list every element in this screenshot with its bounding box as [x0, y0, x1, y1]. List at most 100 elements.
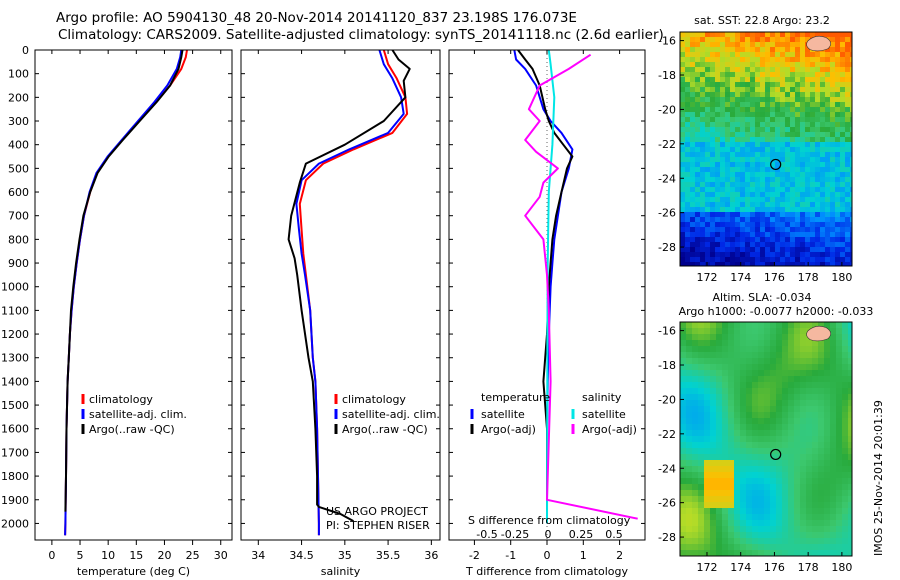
y-tick-label: 1700: [1, 446, 29, 459]
map-frame: [679, 31, 853, 267]
island-land: [806, 325, 831, 342]
y-tick-label: 0: [22, 44, 29, 57]
annotation-pi: PI: STEPHEN RISER: [326, 519, 430, 532]
map-y-tick-label: -18: [658, 359, 676, 372]
sst-map-field: [680, 32, 852, 266]
x-axis-label: salinity: [321, 565, 361, 578]
map-frame: [679, 321, 853, 557]
figure-title-line1: Argo profile: AO 5904130_48 20-Nov-2014 …: [56, 10, 577, 26]
x-tick-label: 35: [338, 549, 352, 562]
y-tick-label: 100: [8, 68, 29, 81]
legend-label: satellite-adj. clim.: [342, 408, 440, 421]
x-axis-label: temperature (deg C): [77, 565, 190, 578]
y-tick-label: 300: [8, 115, 29, 128]
x-tick-label: 15: [129, 549, 143, 562]
map-y-tick-label: -24: [658, 462, 676, 475]
map-x-tick-label: 174: [730, 561, 751, 574]
y-tick-label: 600: [8, 186, 29, 199]
top-axis-tick-label: 0.5: [605, 528, 623, 541]
x-tick-label: 25: [186, 549, 200, 562]
x-tick-label: 0: [48, 549, 55, 562]
map-x-tick-label: 176: [764, 271, 785, 284]
map-y-tick-label: -22: [658, 138, 676, 151]
map-x-tick-label: 178: [798, 561, 819, 574]
map-y-tick-label: -26: [658, 207, 676, 220]
y-tick-label: 500: [8, 162, 29, 175]
series-line-0-0: [64, 50, 188, 536]
argo-float-marker: [770, 448, 782, 461]
x-tick-label: 10: [101, 549, 115, 562]
sla-map-title: Altim. SLA: -0.034: [712, 291, 811, 304]
legend-label: Argo(-adj): [582, 423, 637, 436]
legend-title-salinity: salinity: [582, 391, 622, 404]
y-tick-label: 400: [8, 139, 29, 152]
series-line-1-1: [295, 50, 405, 536]
map-y-tick-label: -26: [658, 497, 676, 510]
map-x-tick-label: 178: [798, 271, 819, 284]
map-y-tick-label: -16: [658, 35, 676, 48]
y-tick-label: 1900: [1, 494, 29, 507]
top-axis-tick-label: 0: [545, 528, 552, 541]
legend-title-temperature: temperature: [481, 391, 550, 404]
legend-label: satellite: [481, 408, 525, 421]
temperature-profile-series: [64, 50, 188, 536]
x-tick-label: 5: [77, 549, 84, 562]
x-tick-label: 0: [544, 549, 551, 562]
x-tick-label: -2: [469, 549, 480, 562]
y-tick-label: 800: [8, 233, 29, 246]
legend-label: Argo(..raw -QC): [89, 423, 175, 436]
sst-map: 172 174 176 178 180 -16 -18 -20 -22 -24 -26 -28: [658, 31, 853, 284]
x-axis-label: T difference from climatology: [465, 565, 628, 578]
x-tick-label: 20: [157, 549, 171, 562]
sla-map-subtitle: Argo h1000: -0.0077 h2000: -0.033: [679, 305, 874, 318]
y-tick-label: 900: [8, 257, 29, 270]
panel-frame: [34, 49, 233, 541]
series-line-1-2: [287, 50, 411, 522]
series-line-0-1: [64, 50, 183, 536]
temperature-profile: 0100200300400500600700800900100011001200…: [1, 44, 233, 578]
map-y-tick-label: -22: [658, 428, 676, 441]
series-line-2-1: [517, 50, 574, 512]
legend-label: climatology: [89, 393, 153, 406]
x-tick-label: 36: [424, 549, 438, 562]
y-tick-label: 1000: [1, 281, 29, 294]
map-y-tick-label: -20: [658, 393, 676, 406]
difference-profile-series: [513, 50, 638, 524]
legend-label: satellite: [582, 408, 626, 421]
map-x-tick-label: 172: [696, 271, 717, 284]
y-tick-label: 1300: [1, 352, 29, 365]
panel-frame: [240, 49, 441, 541]
series-line-0-2: [64, 50, 184, 512]
y-tick-label: 1600: [1, 423, 29, 436]
x-tick-label: -1: [505, 549, 516, 562]
legend-label: Argo(-adj): [481, 423, 536, 436]
y-tick-label: 1100: [1, 304, 29, 317]
map-y-tick-label: -28: [658, 531, 676, 544]
x-tick-label: 35.5: [376, 549, 401, 562]
island-land: [806, 35, 831, 52]
series-line-2-3: [524, 53, 638, 520]
difference-profile: -2 -1 0 1 2 T difference from climatology temp…: [448, 49, 646, 578]
legend-label: satellite-adj. clim.: [89, 408, 187, 421]
map-x-tick-label: 176: [764, 561, 785, 574]
x-tick-label: 30: [214, 549, 228, 562]
map-x-tick-label: 174: [730, 271, 751, 284]
map-x-tick-label: 180: [831, 271, 852, 284]
argo-float-marker: [770, 158, 782, 171]
y-tick-label: 700: [8, 210, 29, 223]
map-x-tick-label: 172: [696, 561, 717, 574]
x-tick-label: 34: [251, 549, 265, 562]
annotation-project: US ARGO PROJECT: [326, 505, 428, 518]
y-tick-label: 200: [8, 91, 29, 104]
map-y-tick-label: -16: [658, 325, 676, 338]
sla-map-field: [680, 322, 852, 556]
y-tick-label: 2000: [1, 517, 29, 530]
legend-label: Argo(..raw -QC): [342, 423, 428, 436]
map-y-tick-label: -28: [658, 241, 676, 254]
sla-map: 172 174 176 178 180 -16 -18 -20 -22 -24 -26 -28: [658, 321, 853, 574]
y-tick-label: 1400: [1, 375, 29, 388]
y-tick-label: 1200: [1, 328, 29, 341]
series-line-2-0: [513, 50, 574, 524]
salinity-profile-series: [287, 50, 411, 536]
